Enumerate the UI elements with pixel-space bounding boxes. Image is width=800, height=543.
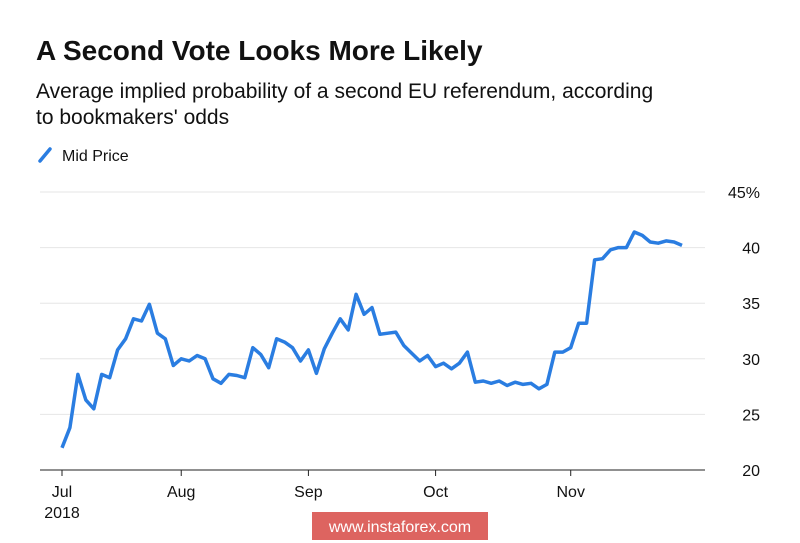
line xyxy=(60,230,683,449)
watermark-box xyxy=(312,512,488,540)
legend-swatch xyxy=(38,147,52,163)
x-tick-label: Aug xyxy=(167,484,195,501)
subtitle: to bookmakers' odds xyxy=(36,106,229,129)
y-tick-label: 30 xyxy=(742,352,760,369)
y-tick-label: 35 xyxy=(742,296,760,313)
x-tick-label: Oct xyxy=(423,484,448,501)
year-label: 2018 xyxy=(44,505,80,522)
y-tick-label: 20 xyxy=(742,463,760,480)
watermark: www.instaforex.com xyxy=(328,519,471,536)
x-tick-label: Jul xyxy=(52,484,72,501)
legend-label: Mid Price xyxy=(62,148,129,165)
x-tick-label: Nov xyxy=(556,484,584,501)
x-tick-label: Sep xyxy=(294,484,323,501)
y-tick-label: 40 xyxy=(742,241,760,258)
y-tick-label: 45% xyxy=(728,185,760,202)
y-tick-label: 25 xyxy=(742,407,760,424)
chart-title: A Second Vote Looks More Likely xyxy=(36,35,483,66)
subtitle: Average implied probability of a second … xyxy=(36,80,653,103)
